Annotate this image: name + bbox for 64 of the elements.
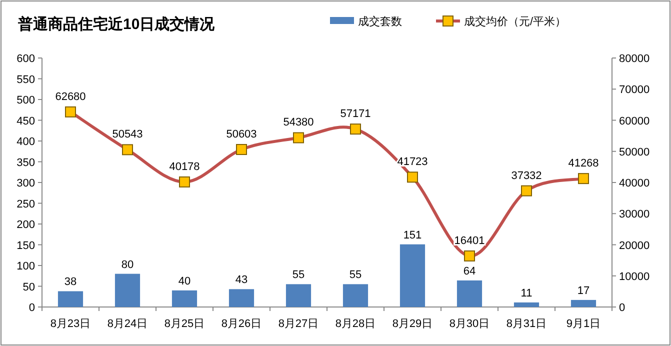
y2-tick-label: 10000 <box>619 270 650 283</box>
x-tick-label: 8月28日 <box>335 318 376 330</box>
bar <box>514 302 540 307</box>
data-label: 50543 <box>112 128 143 141</box>
data-label: 41268 <box>568 158 599 170</box>
bar <box>342 284 368 307</box>
data-label: 55 <box>292 269 305 282</box>
bar <box>400 244 426 307</box>
data-label: 80 <box>121 258 134 271</box>
y-tick-label: 250 <box>16 198 35 210</box>
bar <box>456 280 482 307</box>
y2-tick-label: 50000 <box>619 146 650 158</box>
data-label: 40178 <box>169 160 200 173</box>
y-tick-label: 50 <box>22 281 35 294</box>
x-tick-label: 9月1日 <box>566 318 601 330</box>
x-tick-label: 8月23日 <box>50 318 91 330</box>
y2-tick-label: 20000 <box>619 240 650 252</box>
y-tick-label: 400 <box>16 136 35 148</box>
data-label: 40 <box>178 275 191 288</box>
data-label: 37332 <box>511 170 542 182</box>
data-label: 54380 <box>283 116 314 129</box>
legend-label: 成交套数 <box>358 15 402 28</box>
bar <box>286 284 312 307</box>
data-label: 38 <box>64 276 77 288</box>
data-label: 64 <box>463 265 476 278</box>
y-tick-label: 100 <box>16 260 35 272</box>
data-label: 11 <box>520 287 532 300</box>
legend-label: 成交均价（元/平米） <box>464 15 566 28</box>
data-label: 43 <box>235 274 248 286</box>
data-label: 151 <box>403 229 422 242</box>
y-tick-label: 350 <box>16 156 35 169</box>
chart-title: 普通商品住宅近10日成交情况 <box>17 15 216 33</box>
data-label: 16401 <box>454 234 485 247</box>
y-tick-label: 300 <box>16 178 35 190</box>
x-tick-label: 8月30日 <box>449 318 490 330</box>
y-tick-label: 550 <box>16 74 35 86</box>
y-tick-label: 600 <box>16 53 35 65</box>
y2-tick-label: 80000 <box>619 53 650 65</box>
x-tick-label: 8月25日 <box>164 318 205 330</box>
x-tick-label: 8月24日 <box>107 318 148 330</box>
y-tick-label: 450 <box>16 115 35 128</box>
y-tick-label: 0 <box>28 302 35 314</box>
x-tick-label: 8月27日 <box>278 318 319 330</box>
data-label: 55 <box>349 269 362 282</box>
y2-tick-label: 0 <box>619 302 626 314</box>
y2-tick-label: 70000 <box>619 84 650 96</box>
x-tick-label: 8月26日 <box>221 318 262 330</box>
y-tick-label: 500 <box>16 94 35 106</box>
bar <box>570 300 596 307</box>
y2-tick-label: 40000 <box>619 178 650 190</box>
bar <box>58 291 84 307</box>
data-label: 17 <box>577 284 590 297</box>
x-tick-label: 8月31日 <box>506 318 547 330</box>
y-tick-label: 200 <box>16 219 35 231</box>
bar <box>172 290 198 307</box>
y2-tick-label: 60000 <box>619 115 650 128</box>
data-label: 50603 <box>226 128 257 140</box>
data-label: 57171 <box>340 108 371 120</box>
y-tick-label: 150 <box>16 240 35 252</box>
y2-tick-label: 30000 <box>619 208 650 221</box>
bar <box>114 274 140 307</box>
bar <box>228 289 254 307</box>
data-label: 62680 <box>55 90 86 103</box>
x-tick-label: 8月29日 <box>392 318 433 330</box>
